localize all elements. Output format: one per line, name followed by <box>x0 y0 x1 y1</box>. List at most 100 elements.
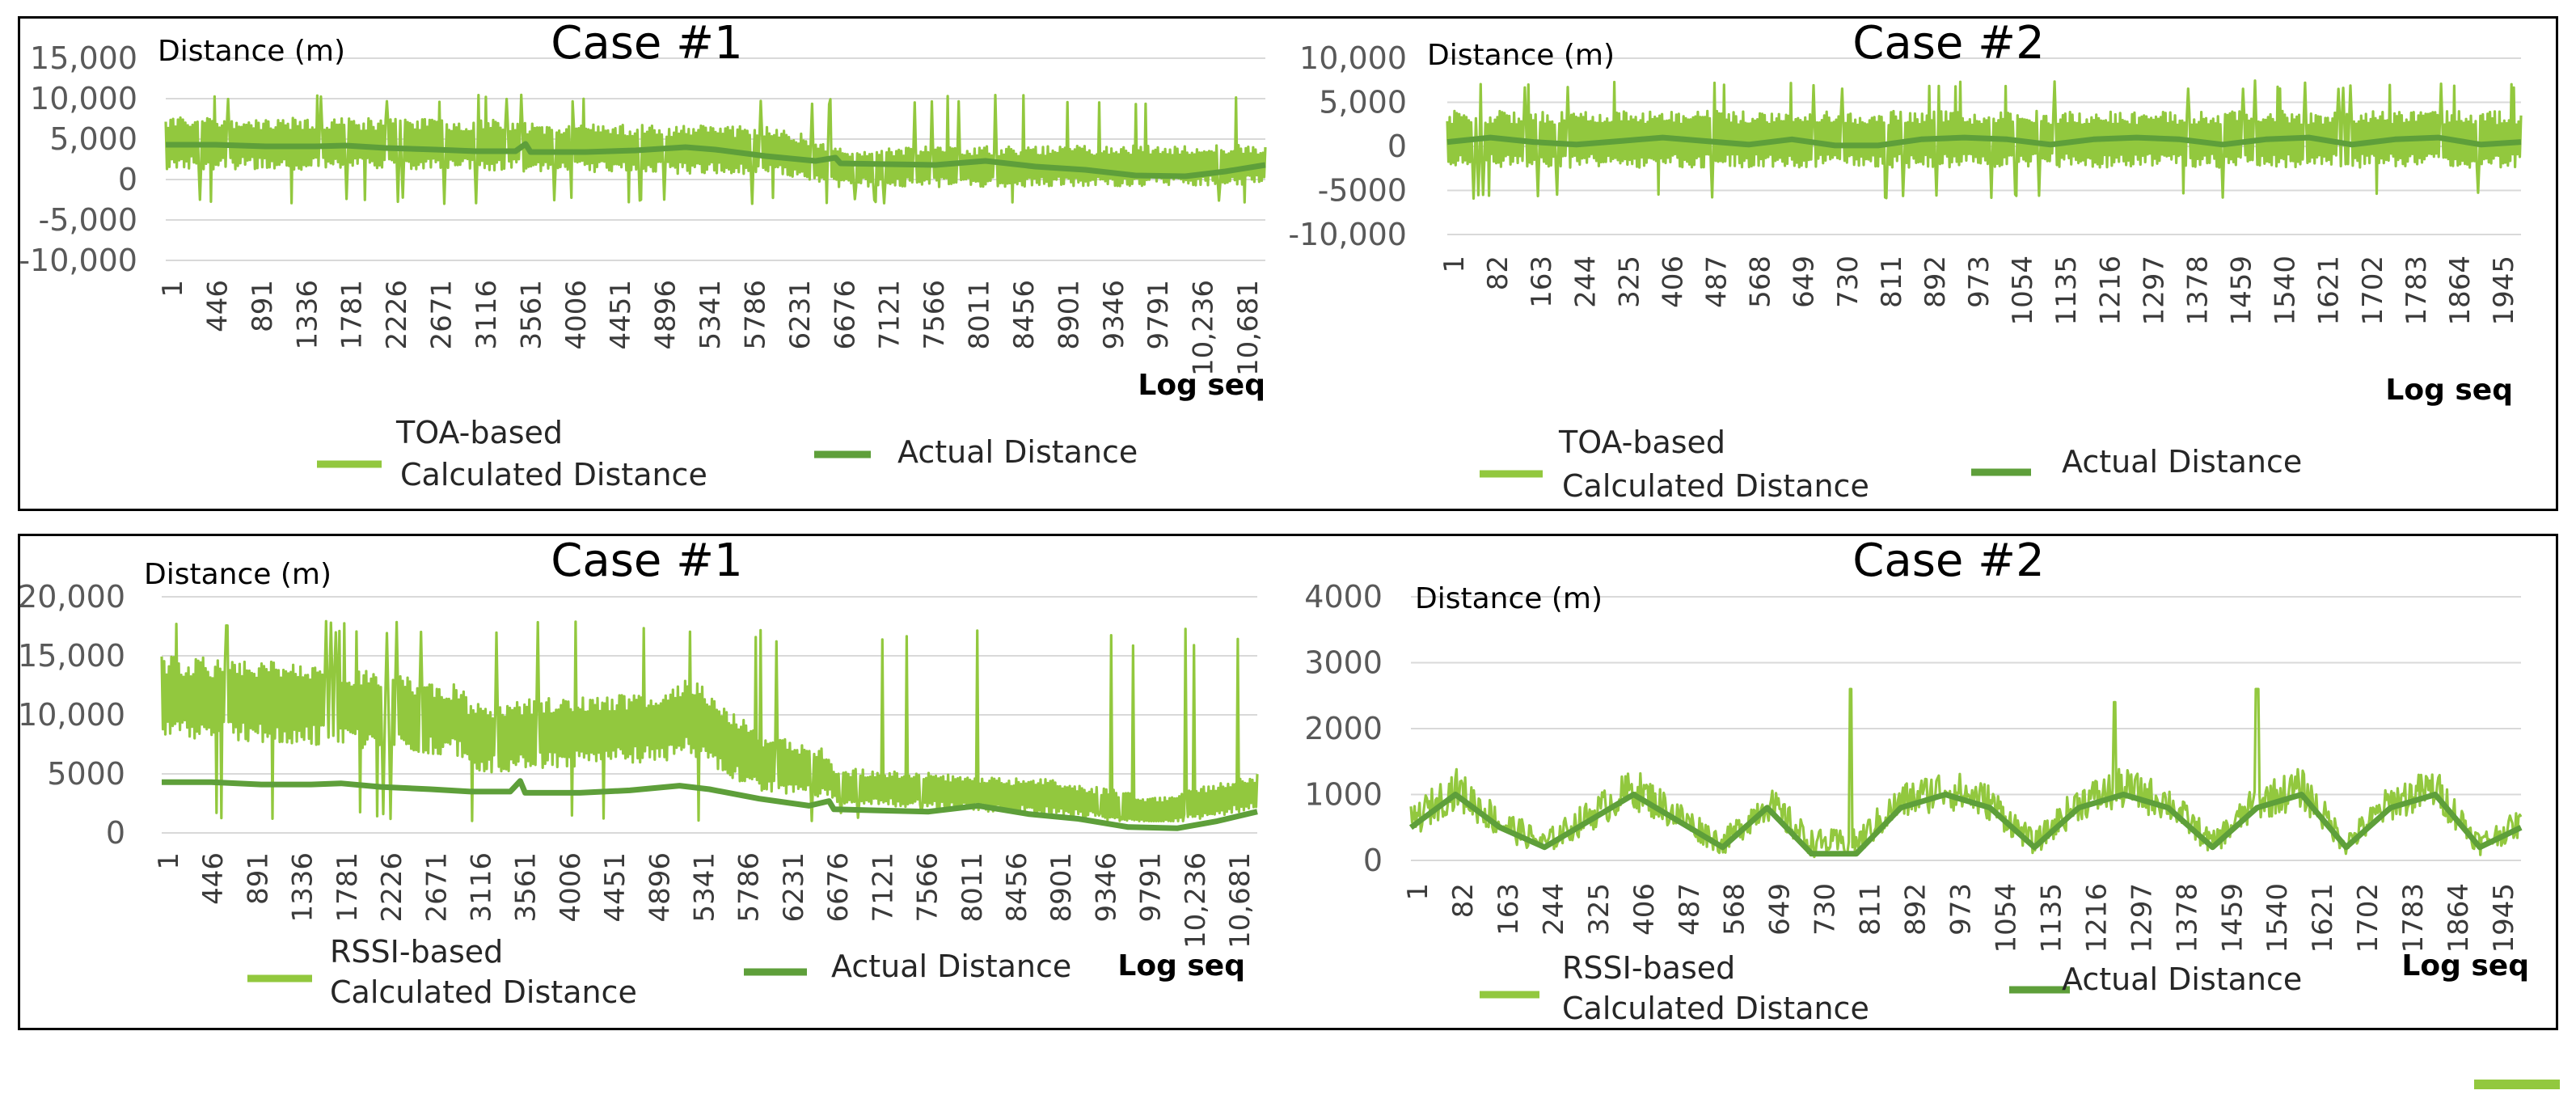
x-tick-label: 8456 <box>1008 280 1041 350</box>
x-tick-label: 973 <box>1945 883 1978 936</box>
x-tick-label: 10,236 <box>1188 280 1220 376</box>
x-tick-label: 1 <box>157 280 189 298</box>
x-tick-label: 1783 <box>2401 256 2433 326</box>
x-tick-label: 973 <box>1963 256 1995 308</box>
legend-label-calculated: RSSI-based <box>330 934 503 970</box>
y-tick-label: -10,000 <box>19 243 137 278</box>
x-tick-label: 1540 <box>2261 883 2294 953</box>
y-tick-label: 5,000 <box>1319 85 1407 120</box>
x-tick-label: 487 <box>1674 883 1706 936</box>
x-tick-label: 568 <box>1745 256 1777 308</box>
x-tick-label: 5786 <box>733 852 766 923</box>
x-tick-label: 649 <box>1788 256 1821 308</box>
y-tick-label: 0 <box>1363 843 1383 878</box>
x-tick-label: 891 <box>242 852 274 905</box>
x-tick-label: 406 <box>1628 883 1661 936</box>
legend-label-calculated: Calculated Distance <box>1562 991 1869 1026</box>
y-axis-label: Distance (m) <box>144 558 332 591</box>
y-tick-label: 20,000 <box>18 579 125 615</box>
x-tick-label: 811 <box>1855 883 1887 936</box>
y-tick-label: 15,000 <box>30 40 137 76</box>
x-tick-label: 9346 <box>1090 852 1122 923</box>
x-tick-label: 568 <box>1719 883 1751 936</box>
x-tick-label: 8901 <box>1045 852 1078 923</box>
x-tick-label: 1054 <box>2007 256 2039 326</box>
y-tick-label: 0 <box>118 162 137 197</box>
toa-case2-chart: 10,000 5,000 0 -5000 -10,000 1 82 163 244 325 406 4… <box>1288 17 2523 504</box>
legend-label-actual: Actual Distance <box>897 434 1138 470</box>
actual-distance-series <box>162 778 1258 831</box>
chart-title: Case #2 <box>1852 17 2044 70</box>
x-tick-label: 9346 <box>1098 280 1130 350</box>
x-tick-label: 811 <box>1876 256 1908 308</box>
x-tick-label: 7121 <box>867 852 899 923</box>
x-tick-label: 2671 <box>420 852 453 923</box>
rssi-case2-chart: 4000 3000 2000 1000 0 1 82 163 244 325 406 487 568 64… <box>1304 535 2529 1026</box>
x-tick-label: 1054 <box>1990 883 2022 953</box>
x-tick-label: 1783 <box>2397 883 2430 953</box>
x-tick-label: 3116 <box>471 280 503 350</box>
legend-label-calculated: Calculated Distance <box>330 974 637 1010</box>
x-tick-label: 892 <box>1919 256 1952 308</box>
x-tick-label: 4006 <box>555 852 587 923</box>
x-tick-label: 4896 <box>650 280 682 350</box>
x-tick-label: 892 <box>1900 883 1932 936</box>
x-tick-label: 1945 <box>2488 256 2520 326</box>
y-tick-label: 0 <box>106 815 125 851</box>
y-tick-label: 2000 <box>1304 711 1383 746</box>
x-tick-label: 1336 <box>291 280 323 350</box>
y-tick-label: 10,000 <box>18 697 125 733</box>
x-tick-label: 9791 <box>1135 852 1168 923</box>
x-tick-label: 82 <box>1447 883 1480 918</box>
x-tick-label: 325 <box>1613 256 1645 308</box>
x-tick-label: 1781 <box>332 852 364 923</box>
y-tick-label: -10,000 <box>1288 217 1407 252</box>
x-axis-label: Log seq <box>2385 374 2513 407</box>
x-tick-label: 3561 <box>510 852 543 923</box>
legend-label-actual: Actual Distance <box>2062 444 2302 480</box>
x-tick-label: 406 <box>1657 256 1689 308</box>
x-tick-label: 1621 <box>2313 256 2346 326</box>
y-tick-label: 1000 <box>1304 777 1383 813</box>
x-tick-label: 244 <box>1538 883 1570 936</box>
toa-case1-chart: 15,000 10,000 5,000 0 -5,000 -10,000 1 446 891 13… <box>19 17 1267 492</box>
y-tick-label: 0 <box>1387 129 1407 164</box>
x-tick-label: 5341 <box>695 280 727 350</box>
x-tick-label: 8901 <box>1053 280 1085 350</box>
actual-distance-series <box>1446 134 2522 149</box>
x-tick-label: 10,681 <box>1224 852 1256 949</box>
x-tick-label: 7566 <box>918 280 951 350</box>
x-tick-label: 1 <box>1438 256 1471 273</box>
x-tick-label: 3116 <box>465 852 497 923</box>
chart-title: Case #1 <box>551 535 742 587</box>
legend-label-calculated: TOA-based <box>395 415 563 450</box>
x-tick-label: 1216 <box>2094 256 2126 326</box>
x-tick-label: 325 <box>1583 883 1615 936</box>
rssi-case1-chart: 20,000 15,000 10,000 5000 0 1 446 891 1336 1781 22… <box>18 535 1259 1010</box>
y-tick-label: 10,000 <box>1299 40 1407 76</box>
x-tick-label: 730 <box>1832 256 1864 308</box>
x-tick-label: 1 <box>153 852 185 870</box>
x-tick-label: 1459 <box>2216 883 2249 953</box>
x-tick-label: 1135 <box>2050 256 2083 326</box>
calculated-distance-series <box>164 93 1267 205</box>
x-tick-label: 730 <box>1810 883 1842 936</box>
x-tick-label: 4896 <box>644 852 676 923</box>
y-axis-label: Distance (m) <box>158 35 345 68</box>
legend-label-actual: Actual Distance <box>2062 961 2302 997</box>
x-tick-label: 7121 <box>874 280 906 350</box>
y-tick-label: 15,000 <box>18 638 125 674</box>
x-tick-label: 5786 <box>739 280 771 350</box>
x-tick-label: 5341 <box>689 852 721 923</box>
y-axis-label: Distance (m) <box>1415 582 1603 615</box>
x-tick-label: 1216 <box>2080 883 2113 953</box>
x-tick-label: 1864 <box>2443 883 2475 953</box>
actual-distance-series <box>1408 792 2523 857</box>
x-tick-label: 1135 <box>2035 883 2067 953</box>
x-tick-label: 1336 <box>287 852 319 923</box>
y-tick-label: 4000 <box>1304 579 1383 615</box>
x-tick-label: 1297 <box>2126 883 2158 953</box>
x-tick-label: 2671 <box>426 280 458 350</box>
x-tick-label: 244 <box>1569 256 1602 308</box>
x-tick-label: 6676 <box>822 852 855 923</box>
